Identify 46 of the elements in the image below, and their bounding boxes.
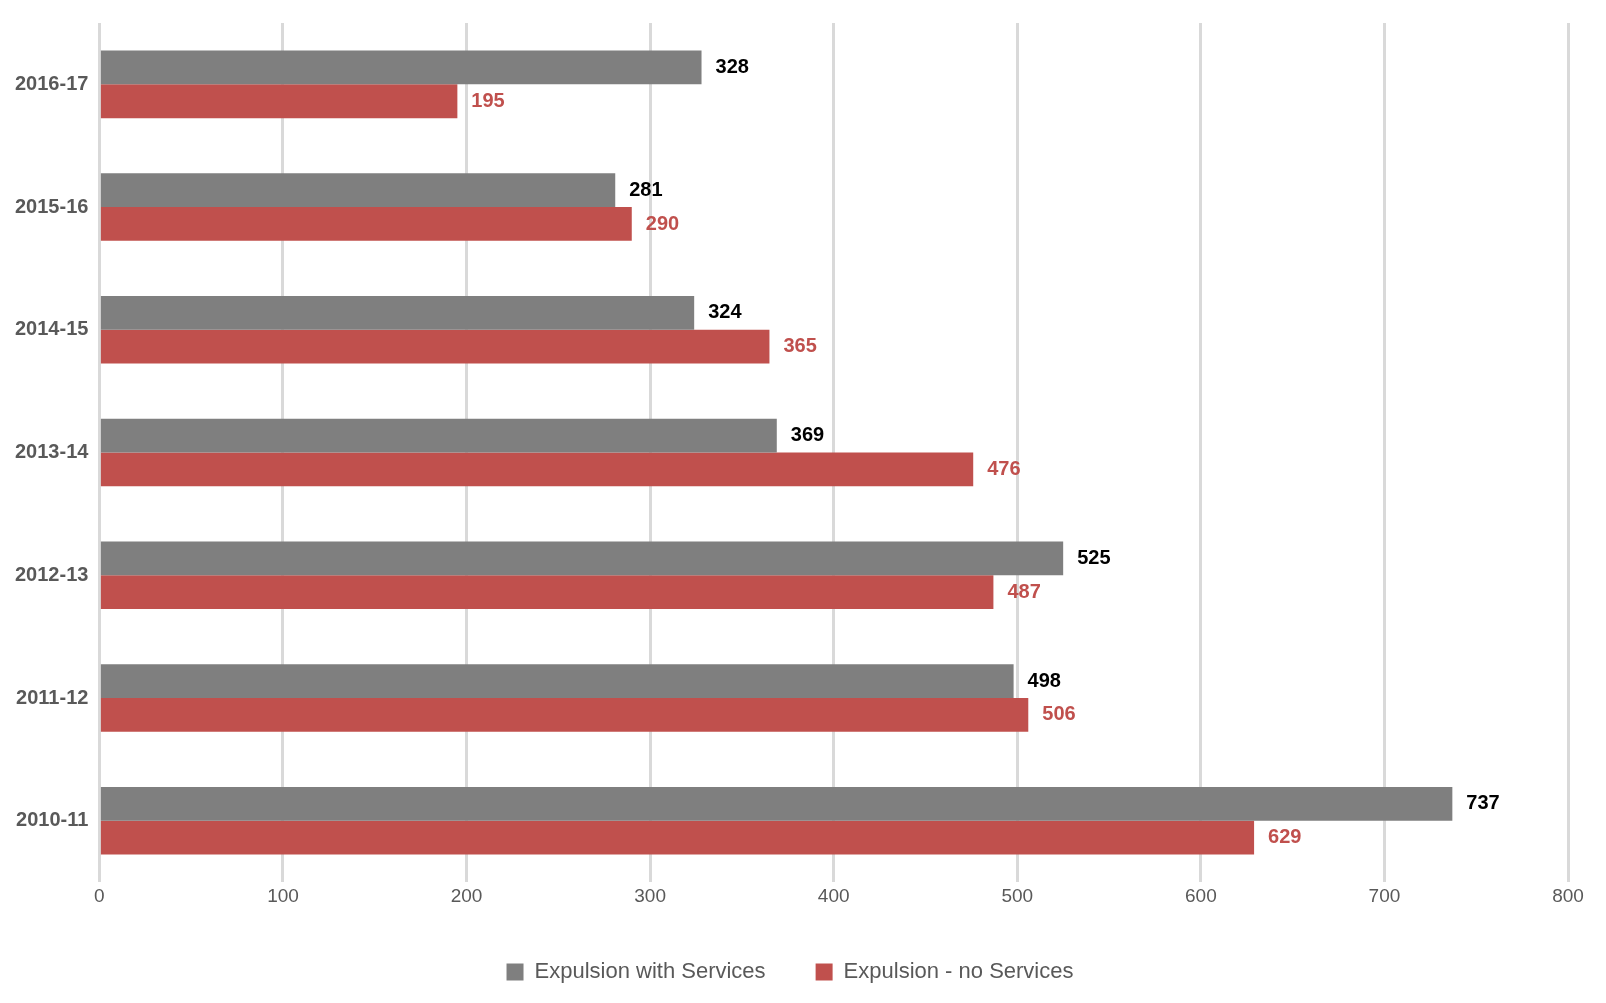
bar (100, 418, 777, 453)
bar (100, 698, 1029, 732)
y-tick-label: 2010-11 (16, 808, 89, 831)
bar (100, 329, 770, 364)
data-label: 324 (708, 300, 743, 323)
x-tick-label: 0 (94, 884, 105, 906)
bar (100, 207, 632, 241)
bar (100, 664, 1014, 699)
x-tick-label: 700 (1368, 884, 1401, 906)
data-label: 476 (987, 456, 1021, 479)
data-label: 328 (715, 55, 749, 78)
y-tick-label: 2015-16 (14, 194, 89, 217)
legend-label: Expulsion - no Services (843, 958, 1074, 984)
data-label: 487 (1007, 579, 1041, 602)
data-label: 629 (1268, 825, 1302, 848)
data-label: 369 (790, 423, 825, 446)
x-tick-label: 800 (1552, 884, 1584, 906)
bar (100, 787, 1453, 821)
bar (100, 575, 994, 610)
x-tick-label: 500 (1001, 884, 1034, 906)
data-label: 525 (1077, 545, 1111, 568)
data-label: 290 (645, 211, 680, 234)
x-tick-label: 400 (817, 884, 850, 906)
y-tick-label: 2013-14 (14, 440, 90, 463)
bar (100, 296, 695, 330)
bar (100, 541, 1064, 576)
x-tick-label: 100 (267, 884, 299, 906)
data-label: 506 (1042, 702, 1076, 725)
bar (100, 50, 702, 85)
x-tick-label: 300 (634, 884, 666, 906)
x-tick-label: 200 (450, 884, 483, 906)
data-label: 195 (471, 88, 505, 111)
bar (100, 173, 616, 208)
bar (100, 820, 1255, 855)
y-tick-label: 2016-17 (14, 71, 89, 94)
y-tick-label: 2011-12 (16, 685, 89, 708)
bar (100, 84, 458, 119)
data-label: 365 (783, 334, 817, 357)
data-label: 281 (629, 177, 663, 200)
data-label: 737 (1466, 791, 1500, 814)
bar (100, 452, 974, 487)
y-tick-label: 2012-13 (14, 562, 89, 585)
data-label: 498 (1027, 668, 1061, 691)
legend-label: Expulsion with Services (534, 958, 766, 984)
x-tick-label: 600 (1185, 884, 1217, 906)
y-tick-label: 2014-15 (14, 317, 89, 340)
